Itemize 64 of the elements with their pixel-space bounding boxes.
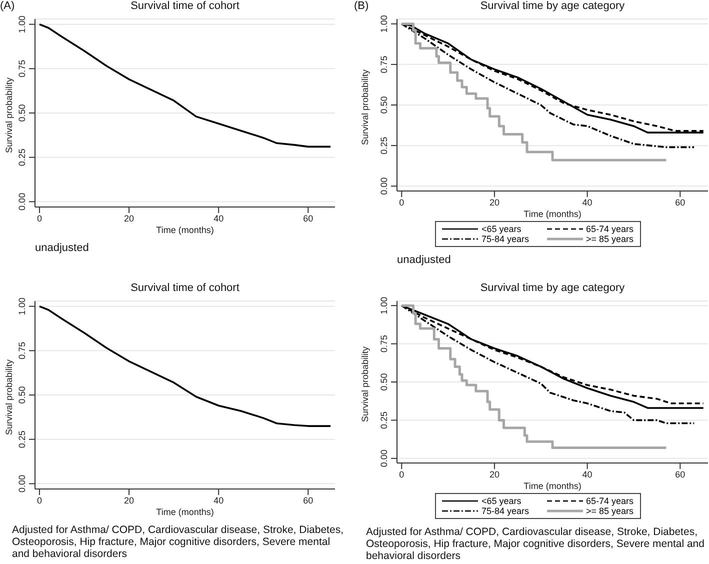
x-tick-label: 60 [303, 213, 314, 224]
text: unadjusted [35, 242, 90, 254]
x-axis-title: Time (months) [524, 481, 582, 491]
x-tick-label: 20 [489, 469, 500, 480]
legend-label: >= 85 years [586, 234, 634, 244]
y-tick-label: 0.25 [379, 411, 389, 429]
text: (A) [0, 0, 15, 12]
y-tick-label: 0.25 [17, 148, 27, 166]
x-tick-label: 0 [399, 469, 404, 480]
legend-label: 75-84 years [481, 506, 529, 516]
chart-title: Survival time by age category [479, 282, 626, 294]
chart-title: Survival time by age category [479, 0, 626, 12]
legend-label: <65 years [481, 224, 522, 234]
y-tick-label: 1.00 [17, 16, 27, 34]
x-tick-label: 40 [582, 469, 592, 480]
legend-label: <65 years [481, 496, 522, 506]
y-tick-label: 0.75 [17, 60, 27, 78]
y-tick-label: 1.00 [379, 15, 389, 33]
legend-label: >= 85 years [586, 506, 634, 516]
legend-label: 65-74 years [586, 496, 634, 506]
x-tick-label: 20 [124, 495, 134, 506]
x-tick-label: 60 [303, 495, 314, 506]
y-tick-label: 0.50 [17, 386, 27, 404]
y-tick-label: 0.25 [17, 430, 27, 448]
y-tick-label: 0.00 [17, 474, 27, 492]
text: unadjusted [397, 254, 452, 266]
text: (B) [354, 0, 369, 12]
x-axis-title: Time (months) [156, 225, 214, 235]
x-tick-label: 40 [214, 495, 224, 506]
legend-label: 65-74 years [586, 224, 634, 234]
y-tick-label: 0.00 [17, 192, 27, 210]
legend-label: 75-84 years [481, 234, 529, 244]
text: Adjusted for Asthma/ COPD, Cardiovascular disease, Stroke, Diabetes, Osteoporosis, Hip fracture, Major cognitive disorders, Severe mental and behavioral disorders [12, 524, 344, 560]
text: Adjusted for Asthma/ COPD, Cardiovascular disease, Stroke, Diabetes, Osteoporosis, Hip fracture, Major cognitive disorders, Severe mental and behavioral disorders [366, 526, 705, 562]
y-tick-label: 0.50 [379, 96, 389, 114]
y-tick-label: 0.50 [17, 104, 27, 122]
chart-title: Survival time of cohort [130, 0, 240, 12]
y-tick-label: 0.00 [379, 177, 389, 195]
x-tick-label: 0 [399, 197, 404, 208]
x-tick-label: 60 [675, 469, 686, 480]
x-tick-label: 20 [124, 213, 134, 224]
x-axis-title: Time (months) [156, 507, 214, 517]
x-tick-label: 60 [675, 197, 686, 208]
line-series [38, 23, 332, 148]
y-tick-label: 1.00 [17, 298, 27, 316]
x-tick-label: 40 [582, 197, 592, 208]
x-tick-label: 0 [36, 213, 42, 224]
y-tick-label: 0.75 [379, 335, 389, 353]
y-axis-title: Survival probability [4, 358, 14, 435]
y-axis-title: Survival probability [360, 346, 370, 422]
y-tick-label: 0.75 [379, 56, 389, 74]
x-tick-label: 20 [489, 197, 500, 208]
y-tick-label: 0.25 [379, 136, 389, 154]
y-axis-title: Survival probability [4, 76, 14, 153]
y-tick-label: 0.00 [379, 450, 389, 468]
y-axis-title: Survival probability [360, 68, 370, 145]
y-tick-label: 0.75 [17, 342, 27, 360]
x-tick-label: 0 [36, 495, 42, 506]
line-series [38, 305, 332, 427]
x-tick-label: 40 [214, 213, 224, 224]
y-tick-label: 1.00 [379, 296, 389, 314]
chart-title: Survival time of cohort [130, 282, 240, 294]
y-tick-label: 0.50 [379, 373, 389, 391]
x-axis-title: Time (months) [524, 209, 582, 219]
